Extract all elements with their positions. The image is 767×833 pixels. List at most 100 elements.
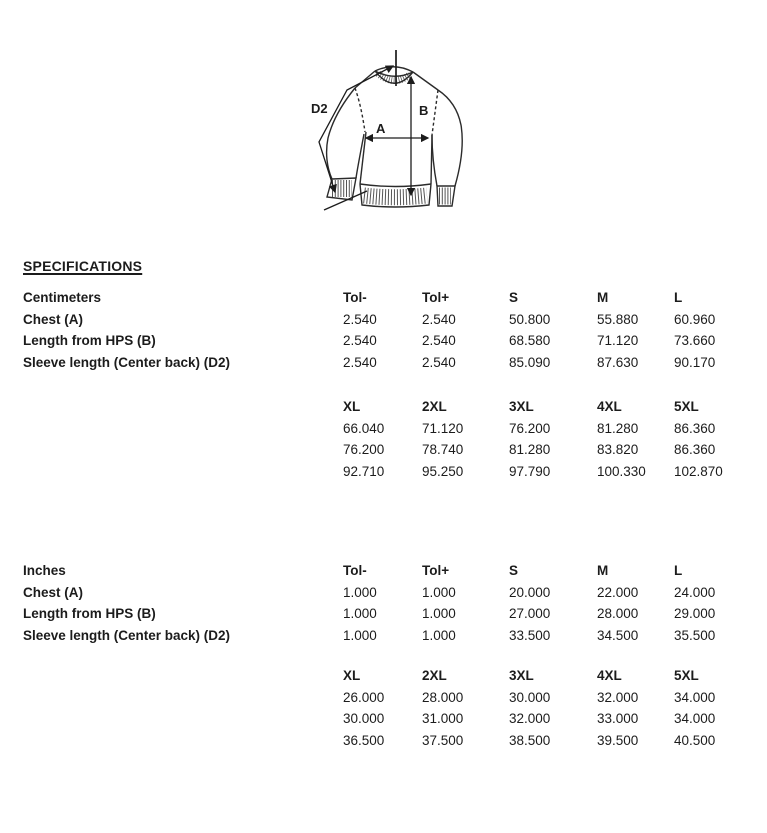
value-cell: 60.960 <box>674 311 716 327</box>
unit-label: Inches <box>23 563 66 578</box>
row-label: Sleeve length (Center back) (D2) <box>23 627 231 643</box>
value-cell: 31.000 <box>422 711 464 727</box>
cm-extended-table: XL 2XL 3XL 4XL 5XL 66.040 71.120 76.200 … <box>23 396 767 482</box>
value-cell: 76.200 <box>509 420 551 436</box>
col-header: L <box>674 563 683 578</box>
spacer-cell <box>23 461 343 483</box>
value-cell: 2.540 <box>343 333 377 349</box>
value-cell: 22.000 <box>597 584 639 600</box>
col-header: 2XL <box>422 668 447 683</box>
value-cell: 37.500 <box>422 732 464 748</box>
value-cell: 73.660 <box>674 333 716 349</box>
value-cell: 26.000 <box>343 689 385 705</box>
value-cell: 2.540 <box>422 354 456 370</box>
value-cell: 100.330 <box>597 463 646 479</box>
col-header: L <box>674 290 683 305</box>
value-cell: 78.740 <box>422 442 464 458</box>
value-cell: 1.000 <box>343 606 377 622</box>
body-right-edge <box>430 134 433 185</box>
spacer-cell <box>23 439 343 461</box>
garment-outline <box>325 66 463 208</box>
value-cell: 32.000 <box>597 689 639 705</box>
value-cell: 76.200 <box>343 442 385 458</box>
value-cell: 34.500 <box>597 627 639 643</box>
col-header: Tol- <box>343 563 367 578</box>
value-cell: 83.820 <box>597 442 639 458</box>
value-cell: 85.090 <box>509 354 551 370</box>
right-cuff <box>436 185 456 207</box>
value-cell: 40.500 <box>674 732 716 748</box>
value-cell: 1.000 <box>343 627 377 643</box>
value-cell: 38.500 <box>509 732 551 748</box>
sleeve-end-tick <box>323 190 368 211</box>
col-header: S <box>509 290 519 305</box>
value-cell: 39.500 <box>597 732 639 748</box>
col-header: 4XL <box>597 668 622 683</box>
spacer-cell <box>23 708 343 730</box>
value-cell: 66.040 <box>343 420 385 436</box>
value-cell: 1.000 <box>422 606 456 622</box>
unit-label: Centimeters <box>23 290 102 305</box>
right-sleeve-inner-edge <box>431 134 438 187</box>
inches-primary-table: Inches Tol- Tol+ S M L Chest (A) 1.000 1… <box>23 560 767 646</box>
row-label: Length from HPS (B) <box>23 333 156 349</box>
value-cell: 50.800 <box>509 311 551 327</box>
col-header: 5XL <box>674 668 699 683</box>
col-header: Tol+ <box>422 563 450 578</box>
right-armhole-seam <box>431 89 439 136</box>
value-cell: 33.500 <box>509 627 551 643</box>
value-cell: 1.000 <box>422 627 456 643</box>
spacer-cell <box>23 730 343 752</box>
chest-label: A <box>376 121 386 136</box>
value-cell: 28.000 <box>422 689 464 705</box>
value-cell: 90.170 <box>674 354 716 370</box>
value-cell: 34.000 <box>674 711 716 727</box>
col-header: 2XL <box>422 399 447 414</box>
spacer-cell <box>23 687 343 709</box>
value-cell: 87.630 <box>597 354 639 370</box>
col-header: Tol+ <box>422 290 450 305</box>
col-header: 3XL <box>509 668 534 683</box>
value-cell: 2.540 <box>343 311 377 327</box>
sweatshirt-diagram: A B D2 <box>311 50 463 211</box>
waistband-rib-texture <box>363 187 428 206</box>
value-cell: 92.710 <box>343 463 385 479</box>
value-cell: 81.280 <box>509 442 551 458</box>
value-cell: 81.280 <box>597 420 639 436</box>
value-cell: 95.250 <box>422 463 464 479</box>
specifications-heading: SPECIFICATIONS <box>23 258 143 274</box>
value-cell: 29.000 <box>674 606 716 622</box>
value-cell: 24.000 <box>674 584 716 600</box>
value-cell: 2.540 <box>422 311 456 327</box>
value-cell: 1.000 <box>422 584 456 600</box>
value-cell: 86.360 <box>674 442 716 458</box>
spacer-cell <box>23 396 343 418</box>
col-header: 4XL <box>597 399 622 414</box>
value-cell: 20.000 <box>509 584 551 600</box>
left-armhole-seam <box>354 87 366 133</box>
value-cell: 30.000 <box>509 689 551 705</box>
value-cell: 30.000 <box>343 711 385 727</box>
col-header: S <box>509 563 519 578</box>
waistband-top-edge <box>359 183 432 188</box>
col-header: XL <box>343 668 361 683</box>
value-cell: 55.880 <box>597 311 639 327</box>
inches-extended-table: XL 2XL 3XL 4XL 5XL 26.000 28.000 30.000 … <box>23 665 767 751</box>
col-header: 5XL <box>674 399 699 414</box>
sleeve-label: D2 <box>311 101 328 116</box>
sleeve-length-arrow <box>318 65 395 194</box>
right-sleeve-outer-edge <box>437 89 463 187</box>
col-header: 3XL <box>509 399 534 414</box>
spacer-cell <box>23 665 343 687</box>
right-shoulder-seam <box>412 71 439 91</box>
length-label: B <box>419 103 428 118</box>
value-cell: 32.000 <box>509 711 551 727</box>
row-label: Length from HPS (B) <box>23 606 156 622</box>
value-cell: 97.790 <box>509 463 551 479</box>
value-cell: 71.120 <box>597 333 639 349</box>
waistband-outline <box>359 183 432 208</box>
value-cell: 34.000 <box>674 689 716 705</box>
value-cell: 102.870 <box>674 463 723 479</box>
value-cell: 1.000 <box>343 584 377 600</box>
col-header: XL <box>343 399 361 414</box>
